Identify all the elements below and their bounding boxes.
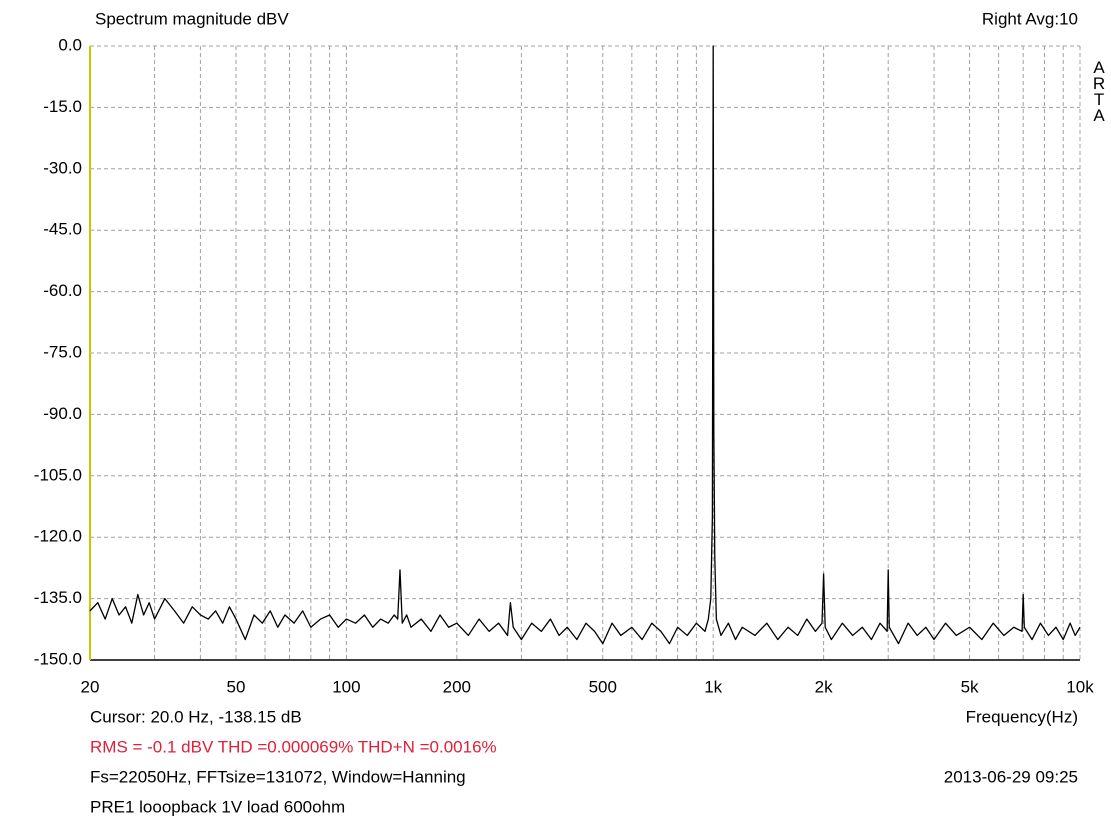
settings: Fs=22050Hz, FFTsize=131072, Window=Hanni… <box>90 767 466 786</box>
date: 2013-06-29 09:25 <box>944 767 1078 786</box>
measurements: RMS = -0.1 dBV THD =0.000069% THD+N =0.0… <box>90 737 497 756</box>
y-tick-label: -45.0 <box>43 220 82 239</box>
chart-subtitle: Right Avg:10 <box>982 9 1078 28</box>
x-tick-label: 10k <box>1066 677 1094 696</box>
y-tick-label: -105.0 <box>34 465 82 484</box>
cursor-readout: Cursor: 20.0 Hz, -138.15 dB <box>90 707 302 726</box>
x-tick-label: 50 <box>227 677 246 696</box>
x-tick-label: 5k <box>961 677 979 696</box>
x-tick-label: 20 <box>81 677 100 696</box>
y-tick-label: -30.0 <box>43 158 82 177</box>
brand: ARTA <box>1090 58 1109 122</box>
x-tick-label: 2k <box>815 677 833 696</box>
y-tick-label: 0.0 <box>58 35 82 54</box>
description: PRE1 looopback 1V load 600ohm <box>90 797 345 816</box>
y-tick-label: -150.0 <box>34 649 82 668</box>
y-tick-label: -90.0 <box>43 404 82 423</box>
chart-title: Spectrum magnitude dBV <box>95 9 289 28</box>
x-tick-label: 500 <box>589 677 617 696</box>
y-tick-label: -60.0 <box>43 281 82 300</box>
y-tick-label: -135.0 <box>34 588 82 607</box>
x-tick-label: 200 <box>443 677 471 696</box>
x-axis-label: Frequency(Hz) <box>966 707 1078 726</box>
y-tick-label: -120.0 <box>34 527 82 546</box>
x-tick-label: 100 <box>332 677 360 696</box>
y-tick-label: -75.0 <box>43 342 82 361</box>
x-tick-label: 1k <box>704 677 722 696</box>
y-tick-label: -15.0 <box>43 97 82 116</box>
spectrum-line <box>89 45 1081 645</box>
